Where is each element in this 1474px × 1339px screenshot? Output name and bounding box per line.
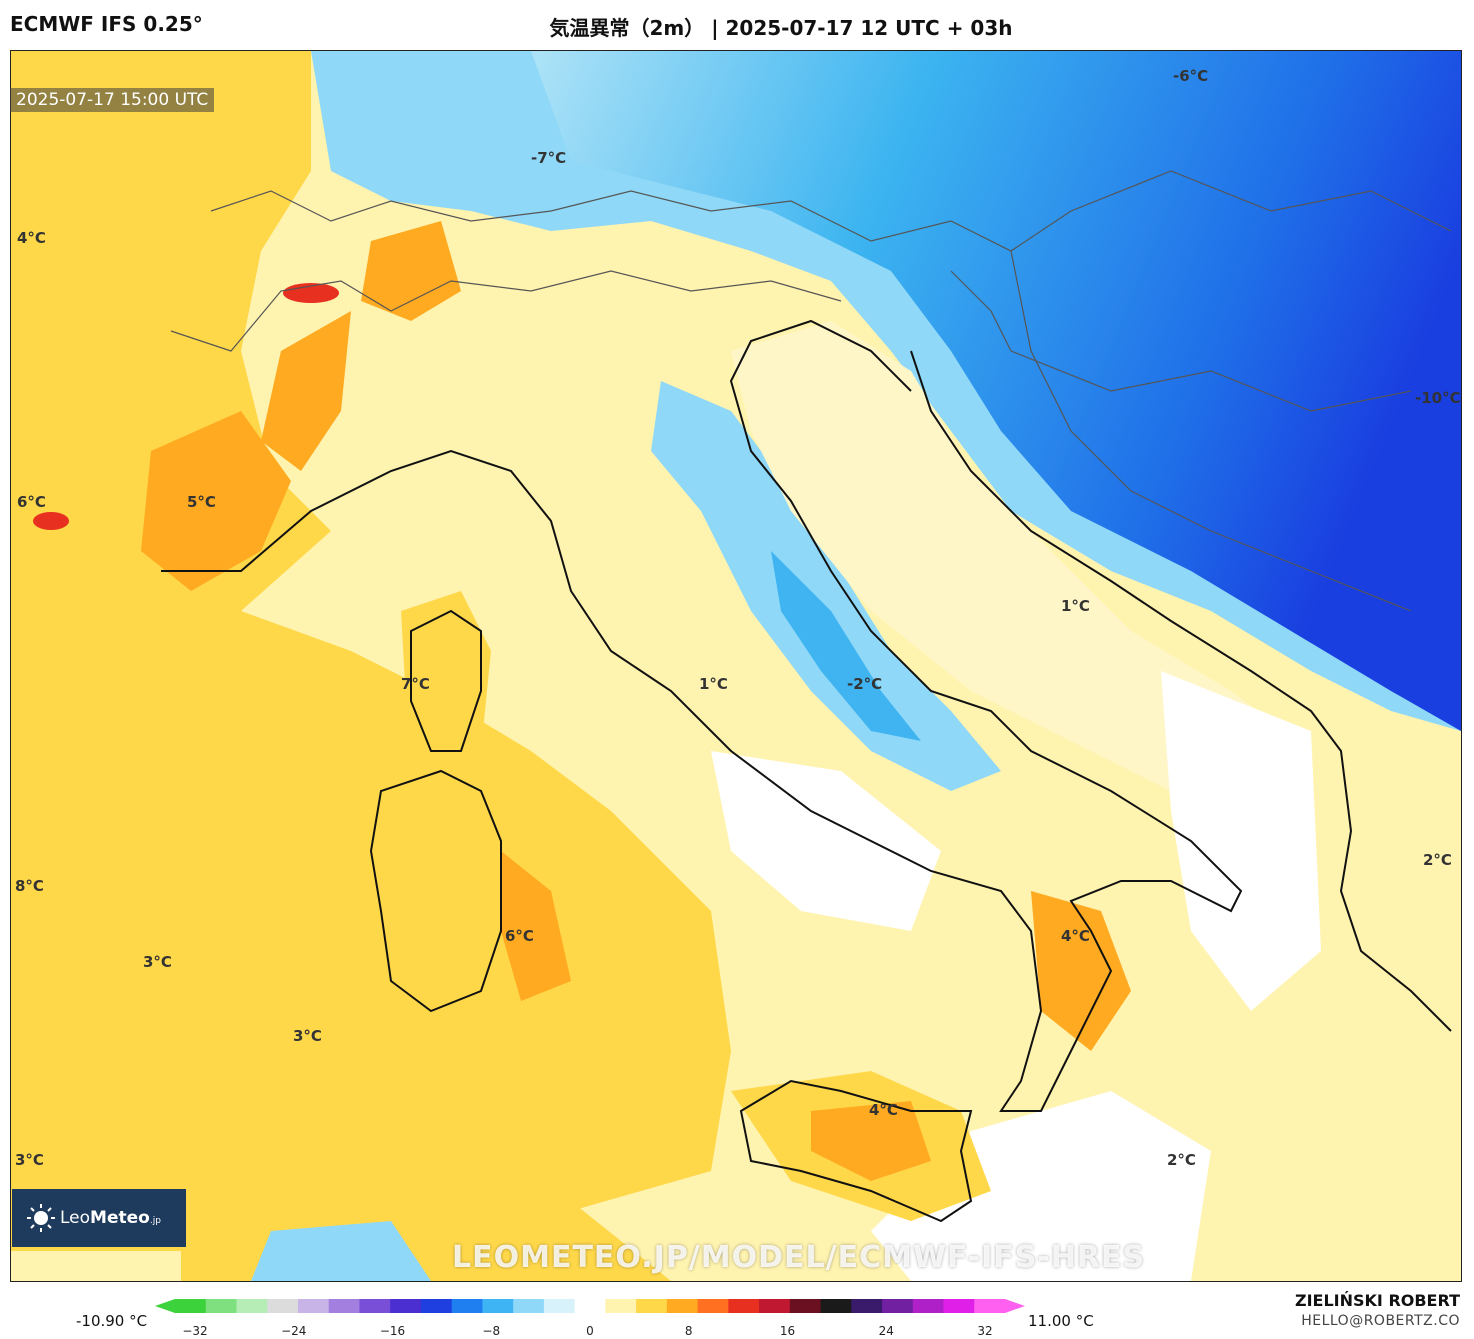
source-watermark: LEOMETEO.JP/MODEL/ECMWF-IFS-HRES (452, 1240, 1146, 1275)
logo-prefix: Leo (60, 1208, 91, 1228)
colorbar-swatch (513, 1299, 545, 1313)
sicily-hot (811, 1101, 931, 1181)
near-zero-1 (711, 751, 941, 931)
apennine-cool (651, 381, 1001, 791)
colorbar-swatch (728, 1299, 760, 1313)
colorbar-swatch (574, 1299, 606, 1313)
colorbar-swatch (175, 1299, 207, 1313)
valid-time-badge: 2025-07-17 15:00 UTC (10, 88, 215, 112)
colorbar-tick: 0 (586, 1324, 594, 1338)
map-canvas (11, 51, 1461, 1281)
colorbar-swatch (359, 1299, 391, 1313)
colorbar-swatch (851, 1299, 883, 1313)
colorbar-swatch (636, 1299, 668, 1313)
colorbar-swatch (451, 1299, 483, 1313)
apennine-colder (771, 551, 921, 741)
temp-label: -2°C (847, 675, 883, 693)
temp-label: 4°C (869, 1101, 898, 1119)
colorbar-arrow-high (1005, 1299, 1025, 1313)
hotspot-red-west (33, 512, 69, 530)
calabria-hot (1031, 891, 1131, 1051)
temp-label: 6°C (505, 927, 534, 945)
logo-suffix: Meteo (90, 1208, 150, 1228)
temp-label: 2°C (1167, 1151, 1196, 1169)
colorbar-swatch (943, 1299, 975, 1313)
temp-label: -6°C (1173, 67, 1209, 85)
temp-label: 4°C (1061, 927, 1090, 945)
colorbar-swatch (543, 1299, 576, 1313)
lombardy-hot (361, 221, 461, 321)
temp-label: 7°C (401, 675, 430, 693)
colorbar-swatch (882, 1299, 914, 1313)
temp-label: -7°C (531, 149, 567, 167)
sardinia-warm (371, 761, 511, 1011)
sardinia-east-hot (501, 851, 571, 1001)
temp-label: 6°C (17, 493, 46, 511)
model-name: ECMWF IFS 0.25° (10, 12, 203, 36)
colorbar-swatch (605, 1299, 637, 1313)
colorbar-swatch (912, 1299, 945, 1313)
colorbar-swatch (482, 1299, 514, 1313)
colorbar-tick: −8 (482, 1324, 501, 1338)
provence-hot (141, 411, 291, 591)
colorbar-swatch (759, 1299, 791, 1313)
africa-cool (251, 1221, 431, 1281)
temp-label: 5°C (187, 493, 216, 511)
temp-label: 3°C (15, 1151, 44, 1169)
coastlines (161, 319, 1452, 1223)
sun-icon (27, 1204, 55, 1232)
colorbar-swatch (666, 1299, 699, 1313)
near-zero-3 (871, 1091, 1211, 1281)
colorbar-swatch (236, 1299, 268, 1313)
tyrrhenian-warm (11, 571, 731, 1251)
colorbar-swatch (974, 1299, 1006, 1313)
near-zero-2 (1161, 671, 1321, 1011)
colorbar-swatch (420, 1299, 453, 1313)
east-cold (531, 51, 1461, 731)
temp-label: 3°C (143, 953, 172, 971)
colorbar-tick: 24 (878, 1324, 894, 1338)
colorbar-swatch (205, 1299, 237, 1313)
colorbar-max-label: 11.00 °C (1028, 1312, 1094, 1330)
logo-wordmark: LeoMeteo.jp (60, 1208, 161, 1228)
temp-label: 8°C (15, 877, 44, 895)
colorbar-swatch (820, 1299, 852, 1313)
alps-hot (261, 311, 351, 471)
author-email[interactable]: HELLO@ROBERTZ.CO (1301, 1313, 1460, 1329)
colorbar-tick: −16 (379, 1324, 406, 1338)
logo-tld: .jp (149, 1216, 161, 1226)
colorbar-arrow-low (155, 1299, 175, 1313)
colorbar-tick: 32 (977, 1324, 993, 1338)
colorbar-tick: 8 (684, 1324, 693, 1338)
temp-label: 3°C (293, 1027, 322, 1045)
colorbar-swatch (267, 1299, 299, 1313)
chart-title: 気温異常（2m） | 2025-07-17 12 UTC + 03h (549, 16, 1013, 40)
colorbar-min-label: -10.90 °C (76, 1312, 148, 1330)
colorbar-tick: −32 (182, 1324, 208, 1338)
temp-label: -10°C (1415, 389, 1461, 407)
colorbar-swatch (297, 1299, 330, 1313)
temp-label: 1°C (1061, 597, 1090, 615)
leometeo-logo[interactable]: LeoMeteo.jp (12, 1189, 186, 1247)
colorbar-swatch (328, 1299, 360, 1313)
borders (170, 170, 1452, 612)
temp-label: 1°C (699, 675, 728, 693)
author-name: ZIELIŃSKI ROBERT (1294, 1291, 1460, 1310)
colorbar (155, 1299, 1025, 1313)
colorbar-swatch (789, 1299, 822, 1313)
anomaly-map: -6°C -7°C 4°C -10°C 6°C 5°C 1°C 7°C 1°C … (10, 50, 1462, 1282)
colorbar-tick: −24 (281, 1324, 307, 1338)
temp-label: 4°C (17, 229, 46, 247)
colorbar-tick: 16 (779, 1324, 796, 1338)
colorbar-swatch (390, 1299, 422, 1313)
colorbar-swatch (697, 1299, 729, 1313)
temp-label: 2°C (1423, 851, 1452, 869)
